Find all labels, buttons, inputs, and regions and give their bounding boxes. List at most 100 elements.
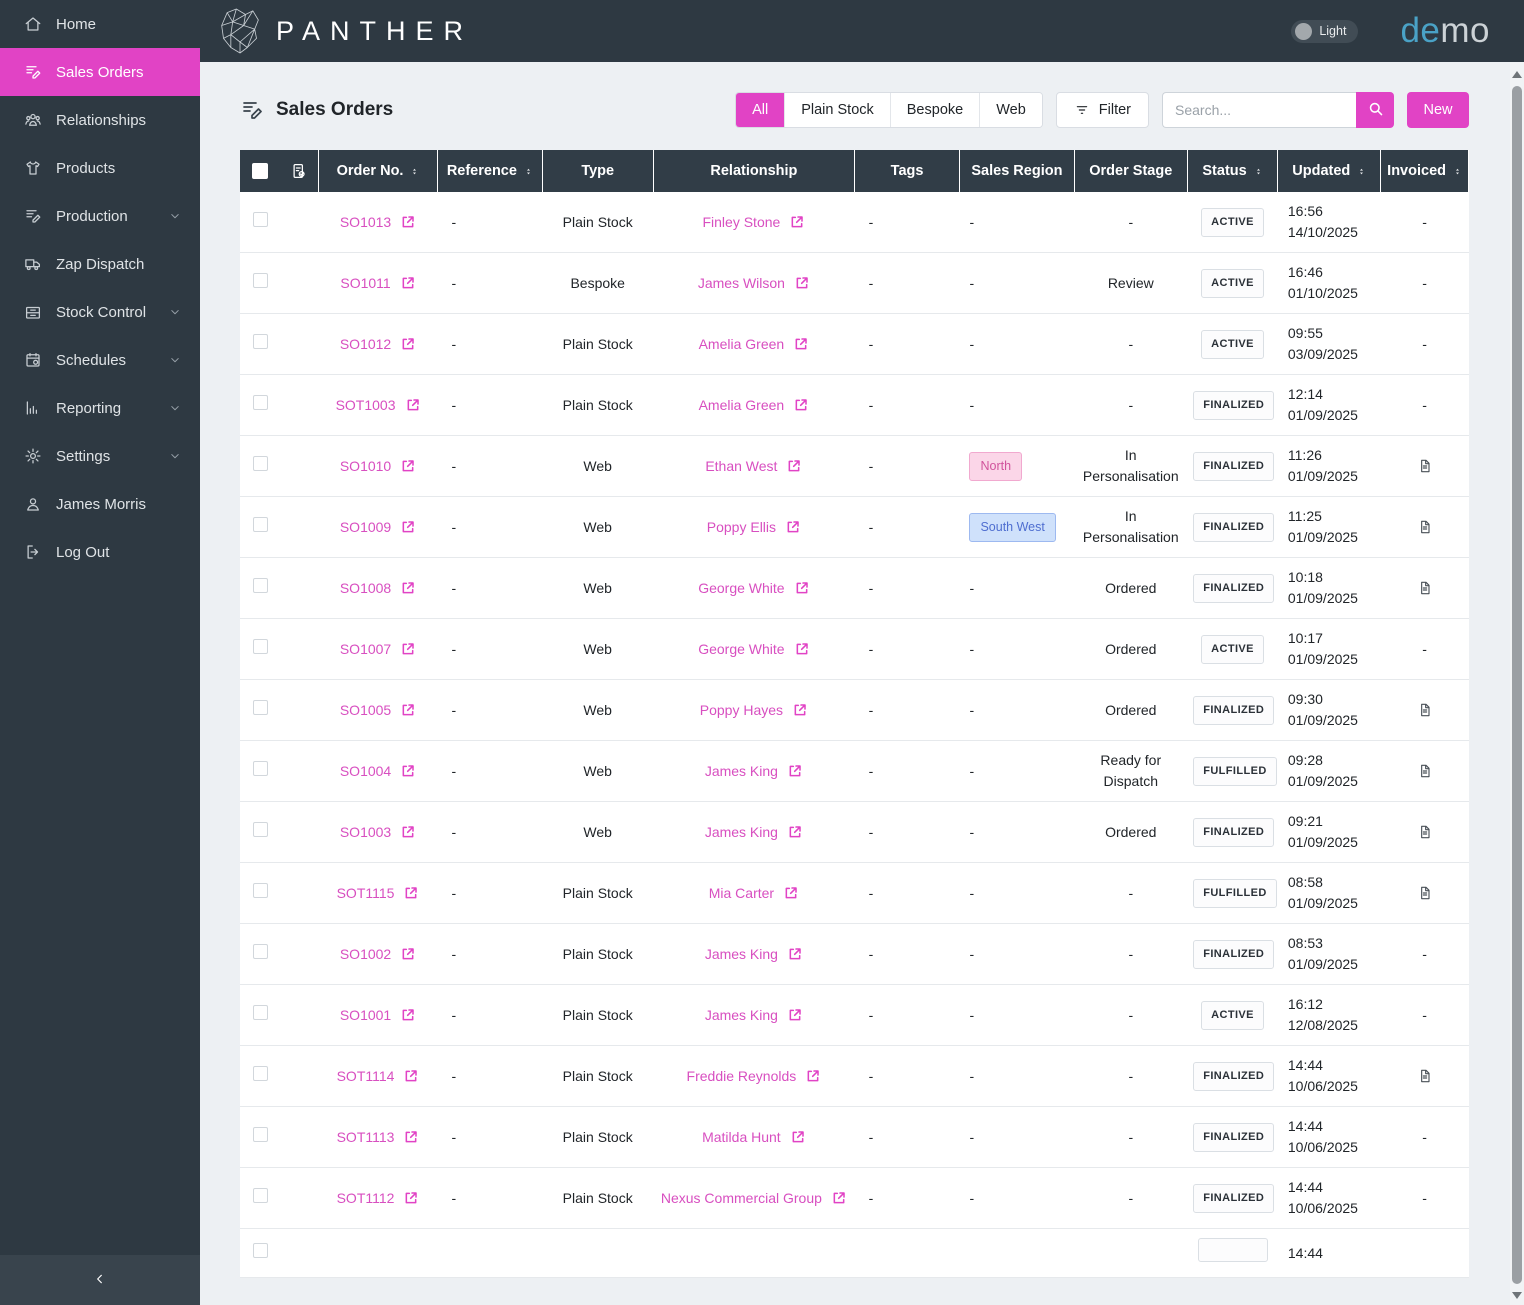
relationship-link[interactable]: Poppy Ellis [706,518,777,535]
column-header-status[interactable]: Status [1186,150,1278,192]
row-checkbox[interactable] [252,455,268,471]
external-link-icon[interactable] [787,824,803,840]
type-filter-all[interactable]: All [736,93,785,127]
sort-icon[interactable] [1453,165,1462,178]
relationship-link[interactable]: Freddie Reynolds [686,1067,797,1084]
sidebar-item-production[interactable]: Production [0,192,200,240]
relationship-link[interactable]: Amelia Green [698,396,785,413]
external-link-icon[interactable] [400,336,416,352]
sidebar-item-home[interactable]: Home [0,0,200,48]
invoice-file-icon[interactable] [1387,824,1463,840]
external-link-icon[interactable] [793,397,809,413]
sidebar-item-sales-orders[interactable]: Sales Orders [0,48,200,96]
order-no-link[interactable]: SO1013 [339,213,392,230]
invoice-file-icon[interactable] [1387,519,1463,535]
relationship-link[interactable]: Ethan West [705,457,778,474]
order-no-link[interactable]: SOT1115 [336,884,395,901]
order-no-link[interactable]: SO1009 [339,518,392,535]
vertical-scrollbar[interactable] [1510,62,1524,1305]
scroll-up-arrow[interactable] [1510,66,1524,82]
relationship-link[interactable]: Matilda Hunt [702,1128,781,1145]
sort-icon[interactable] [1357,165,1366,178]
relationship-link[interactable]: James Wilson [697,274,785,291]
relationship-link[interactable]: Mia Carter [708,884,775,901]
order-no-link[interactable]: SOT1113 [336,1128,395,1145]
column-header-order_no[interactable]: Order No. [318,150,438,192]
external-link-icon[interactable] [403,885,419,901]
external-link-icon[interactable] [400,702,416,718]
row-checkbox[interactable] [252,638,268,654]
row-checkbox[interactable] [252,1126,268,1142]
row-checkbox[interactable] [252,943,268,959]
row-checkbox[interactable] [252,1187,268,1203]
relationship-link[interactable]: James King [704,945,778,962]
sidebar-item-relationships[interactable]: Relationships [0,96,200,144]
type-filter-bespoke[interactable]: Bespoke [889,93,980,127]
sidebar-item-products[interactable]: Products [0,144,200,192]
order-no-link[interactable]: SO1005 [339,701,392,718]
row-checkbox[interactable] [252,516,268,532]
external-link-icon[interactable] [789,214,805,230]
relationship-link[interactable]: George White [698,579,785,596]
order-no-link[interactable]: SO1008 [339,579,392,596]
order-no-link[interactable]: SO1007 [339,640,392,657]
sidebar-item-zap-dispatch[interactable]: Zap Dispatch [0,240,200,288]
external-link-icon[interactable] [794,275,810,291]
invoice-file-icon[interactable] [1387,1068,1463,1084]
row-checkbox[interactable] [252,882,268,898]
external-link-icon[interactable] [792,702,808,718]
order-no-link[interactable]: SO1010 [339,457,392,474]
sidebar-item-stock-control[interactable]: Stock Control [0,288,200,336]
external-link-icon[interactable] [794,641,810,657]
external-link-icon[interactable] [785,519,801,535]
order-no-link[interactable]: SOT1003 [335,396,396,413]
search-input[interactable] [1162,92,1356,128]
external-link-icon[interactable] [805,1068,821,1084]
new-button[interactable]: New [1407,92,1469,128]
sidebar-item-schedules[interactable]: Schedules [0,336,200,384]
external-link-icon[interactable] [400,824,416,840]
external-link-icon[interactable] [790,1129,806,1145]
external-link-icon[interactable] [400,275,416,291]
theme-toggle[interactable]: Light [1291,19,1359,43]
invoice-file-icon[interactable] [1387,580,1463,596]
scrollbar-thumb[interactable] [1512,86,1522,1284]
sidebar-item-james-morris[interactable]: James Morris [0,480,200,528]
external-link-icon[interactable] [787,763,803,779]
invoice-file-icon[interactable] [1387,458,1463,474]
search-button[interactable] [1356,92,1394,128]
invoice-file-icon[interactable] [1387,885,1463,901]
row-checkbox[interactable] [252,760,268,776]
column-header-updated[interactable]: Updated [1277,150,1381,192]
type-filter-plain-stock[interactable]: Plain Stock [784,93,890,127]
external-link-icon[interactable] [400,580,416,596]
external-link-icon[interactable] [400,458,416,474]
row-checkbox[interactable] [252,821,268,837]
external-link-icon[interactable] [403,1068,419,1084]
relationship-link[interactable]: James King [704,762,778,779]
relationship-link[interactable]: James King [704,1006,778,1023]
relationship-link[interactable]: Poppy Hayes [699,701,784,718]
external-link-icon[interactable] [400,763,416,779]
select-all-checkbox[interactable] [252,163,269,179]
external-link-icon[interactable] [787,1007,803,1023]
row-checkbox[interactable] [252,272,268,288]
external-link-icon[interactable] [400,519,416,535]
sort-icon[interactable] [410,165,419,178]
order-no-link[interactable]: SO1011 [340,274,391,291]
order-no-link[interactable]: SO1002 [339,945,392,962]
sidebar-item-settings[interactable]: Settings [0,432,200,480]
order-no-link[interactable]: SO1004 [339,762,392,779]
external-link-icon[interactable] [831,1190,847,1206]
order-no-link[interactable]: SO1012 [339,335,392,352]
order-no-link[interactable]: SOT1114 [336,1067,395,1084]
column-header-reference[interactable]: Reference [436,150,543,192]
order-no-link[interactable]: SO1003 [339,823,392,840]
invoice-file-icon[interactable] [1387,702,1463,718]
row-checkbox[interactable] [252,333,268,349]
external-link-icon[interactable] [786,458,802,474]
row-checkbox[interactable] [252,1242,268,1258]
order-no-link[interactable]: SO1001 [339,1006,392,1023]
sidebar-collapse-button[interactable] [0,1255,200,1305]
row-checkbox[interactable] [252,699,268,715]
